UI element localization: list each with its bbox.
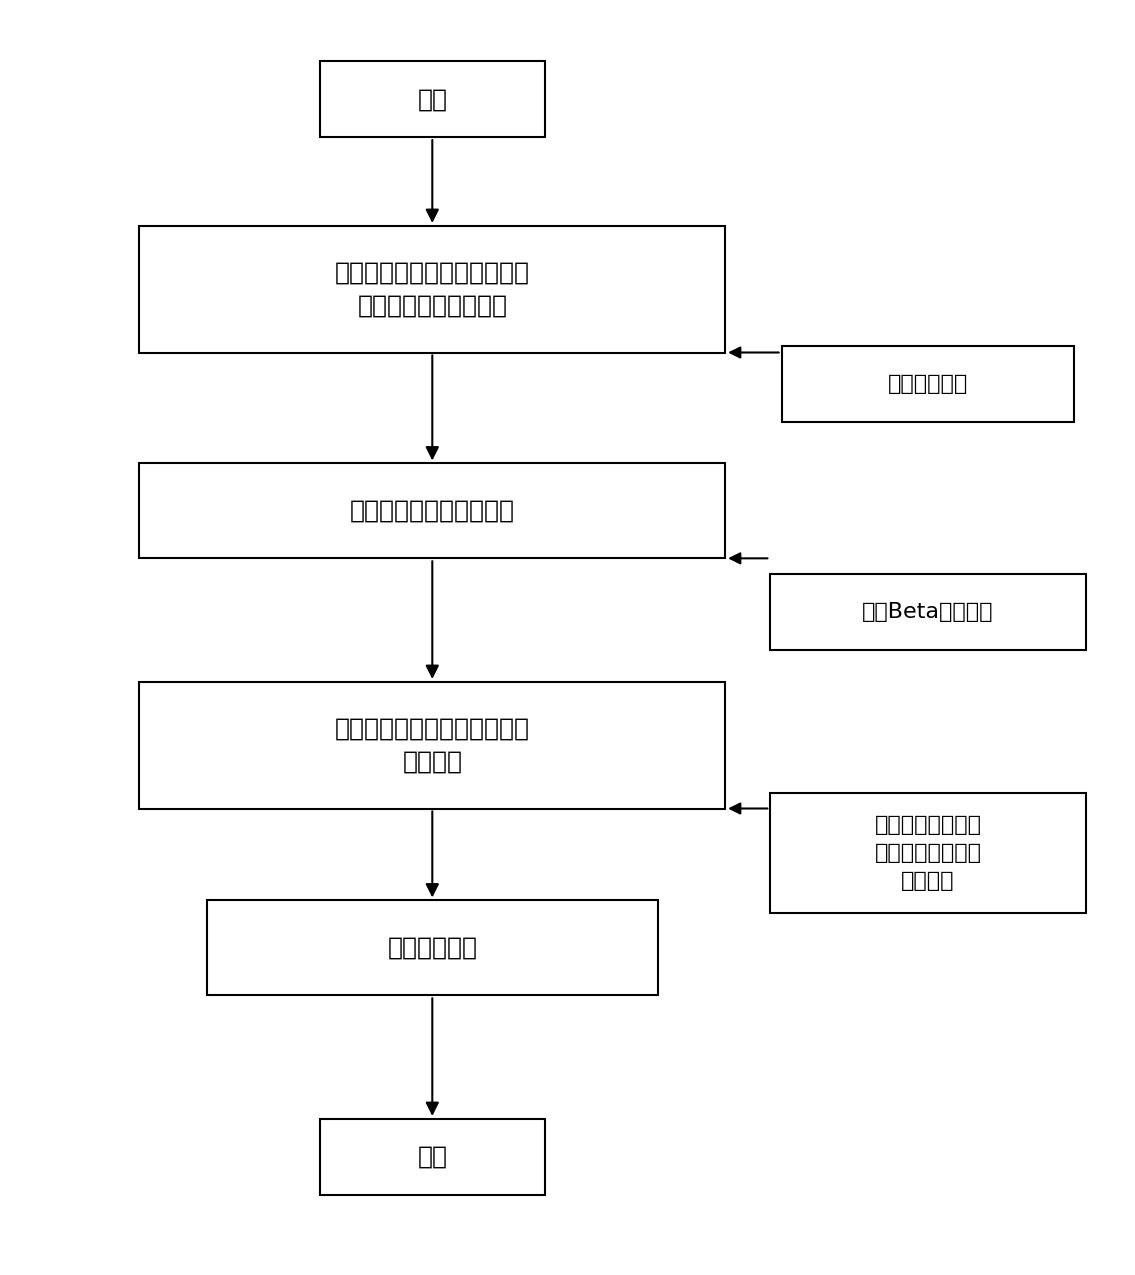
Text: 建立小时内辐照度的连续概率
密度模型: 建立小时内辐照度的连续概率 密度模型	[335, 717, 530, 774]
FancyBboxPatch shape	[320, 61, 545, 138]
FancyBboxPatch shape	[771, 574, 1086, 650]
Text: 利用经验公式: 利用经验公式	[387, 936, 478, 960]
FancyBboxPatch shape	[140, 226, 725, 352]
FancyBboxPatch shape	[140, 463, 725, 558]
FancyBboxPatch shape	[207, 900, 657, 996]
Text: 输入光伏典型安装
方式下的标准条件
输出功率: 输入光伏典型安装 方式下的标准条件 输出功率	[875, 815, 982, 891]
Text: 建立辐照度小时均値模型: 建立辐照度小时均値模型	[350, 499, 515, 523]
Text: 输入当地晴天日照晴空指数均
値、光伏所在地的维度: 输入当地晴天日照晴空指数均 値、光伏所在地的维度	[335, 260, 530, 317]
FancyBboxPatch shape	[771, 793, 1086, 913]
Text: 结束: 结束	[418, 1145, 447, 1169]
Text: 利用经验公式: 利用经验公式	[888, 374, 968, 394]
Text: 利用Beta分布函数: 利用Beta分布函数	[863, 602, 994, 622]
FancyBboxPatch shape	[782, 347, 1075, 422]
FancyBboxPatch shape	[140, 682, 725, 808]
FancyBboxPatch shape	[320, 1119, 545, 1195]
Text: 开始: 开始	[418, 87, 447, 111]
